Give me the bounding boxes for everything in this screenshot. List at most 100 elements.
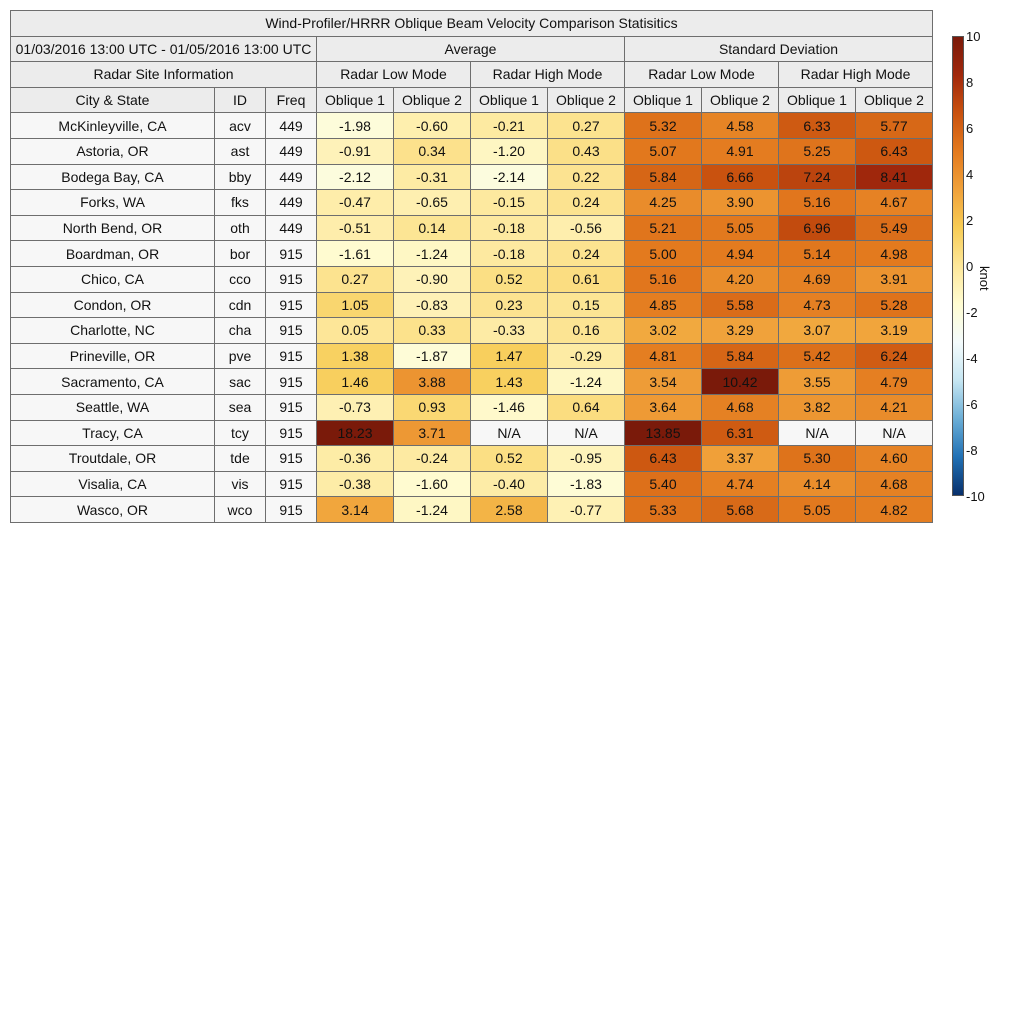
colorbar-tick-label: 10: [966, 29, 981, 44]
value-cell-std-high-oblique-1: 5.30: [778, 445, 856, 472]
value-cell-avg-low-oblique-1: 0.05: [316, 317, 394, 344]
value-cell-std-high-oblique-1: 5.16: [778, 189, 856, 216]
site-id: cha: [214, 317, 266, 344]
value-cell-std-high-oblique-1: 3.55: [778, 368, 856, 395]
value-cell-avg-high-oblique-2: 0.24: [547, 240, 625, 267]
value-cell-avg-low-oblique-1: -0.73: [316, 393, 394, 421]
col-header-avg-low-oblique-1: Oblique 1: [316, 86, 394, 114]
value-cell-avg-low-oblique-2: -0.60: [393, 112, 471, 139]
col-header-id: ID: [214, 86, 266, 114]
value-cell-std-low-oblique-2: 4.58: [701, 112, 779, 139]
value-cell-std-low-oblique-2: 6.66: [701, 163, 779, 191]
table-row: Troutdale, OR tde 915 -0.36 -0.24 0.52 -0.95 6.…: [10, 445, 933, 472]
value-cell-avg-low-oblique-1: 1.46: [316, 368, 394, 395]
value-cell-std-high-oblique-1: 4.73: [778, 291, 856, 319]
value-cell-std-high-oblique-2: 6.43: [855, 137, 933, 165]
value-cell-avg-high-oblique-1: -1.20: [470, 137, 548, 165]
site-id: fks: [214, 189, 266, 216]
value-cell-avg-low-oblique-1: 1.05: [316, 291, 394, 319]
value-cell-std-low-oblique-1: 4.25: [624, 189, 702, 216]
value-cell-avg-low-oblique-1: -0.91: [316, 137, 394, 165]
value-cell-avg-high-oblique-1: -1.46: [470, 393, 548, 421]
value-cell-std-high-oblique-2: N/A: [855, 419, 933, 447]
average-group-header: Average: [316, 35, 625, 63]
value-cell-avg-low-oblique-2: 0.34: [393, 137, 471, 165]
value-cell-avg-high-oblique-2: 0.16: [547, 317, 625, 344]
site-city: Boardman, OR: [10, 240, 215, 267]
colorbar-tick-label: -4: [966, 351, 978, 366]
site-city: Condon, OR: [10, 291, 215, 319]
col-header-std-low-oblique-2: Oblique 2: [701, 86, 779, 114]
value-cell-avg-low-oblique-2: 0.93: [393, 393, 471, 421]
value-cell-std-high-oblique-2: 4.82: [855, 496, 933, 523]
average-high-mode-header: Radar High Mode: [470, 61, 625, 88]
value-cell-std-low-oblique-1: 5.40: [624, 470, 702, 498]
value-cell-std-high-oblique-2: 4.67: [855, 189, 933, 216]
site-id: acv: [214, 112, 266, 139]
value-cell-std-high-oblique-1: 3.82: [778, 393, 856, 421]
value-cell-std-low-oblique-2: 3.90: [701, 189, 779, 216]
value-cell-std-low-oblique-1: 5.00: [624, 240, 702, 267]
value-cell-avg-high-oblique-2: -0.29: [547, 342, 625, 370]
colorbar-tick-label: 0: [966, 259, 974, 274]
value-cell-avg-high-oblique-1: -0.18: [470, 240, 548, 267]
value-cell-std-low-oblique-2: 5.58: [701, 291, 779, 319]
value-cell-avg-high-oblique-1: 1.47: [470, 342, 548, 370]
site-freq: 915: [265, 265, 317, 293]
value-cell-avg-high-oblique-2: 0.24: [547, 189, 625, 216]
site-city: Chico, CA: [10, 265, 215, 293]
value-cell-std-high-oblique-2: 5.77: [855, 112, 933, 139]
value-cell-std-low-oblique-2: 5.68: [701, 496, 779, 523]
value-cell-avg-high-oblique-2: -1.24: [547, 368, 625, 395]
value-cell-avg-high-oblique-1: N/A: [470, 419, 548, 447]
value-cell-std-low-oblique-2: 10.42: [701, 368, 779, 395]
value-cell-std-low-oblique-1: 4.81: [624, 342, 702, 370]
table-row: McKinleyville, CA acv 449 -1.98 -0.60 -0.21 0.…: [10, 112, 933, 139]
value-cell-avg-high-oblique-1: 0.23: [470, 291, 548, 319]
value-cell-std-low-oblique-2: 3.29: [701, 317, 779, 344]
site-id: cco: [214, 265, 266, 293]
site-freq: 449: [265, 214, 317, 242]
value-cell-std-high-oblique-2: 5.49: [855, 214, 933, 242]
value-cell-avg-high-oblique-1: 2.58: [470, 496, 548, 523]
table-row: Charlotte, NC cha 915 0.05 0.33 -0.33 0.16 3.02…: [10, 317, 933, 344]
value-cell-std-high-oblique-2: 4.79: [855, 368, 933, 395]
table-row: Tracy, CA tcy 915 18.23 3.71 N/A N/A 13.85 6.31 N…: [10, 419, 933, 447]
value-cell-std-high-oblique-1: 5.42: [778, 342, 856, 370]
value-cell-std-low-oblique-2: 4.68: [701, 393, 779, 421]
value-cell-avg-low-oblique-2: 3.88: [393, 368, 471, 395]
value-cell-avg-low-oblique-1: -0.38: [316, 470, 394, 498]
value-cell-std-high-oblique-1: 6.96: [778, 214, 856, 242]
value-cell-avg-low-oblique-1: -0.51: [316, 214, 394, 242]
value-cell-avg-low-oblique-1: -0.47: [316, 189, 394, 216]
value-cell-std-high-oblique-1: 7.24: [778, 163, 856, 191]
table-row: Chico, CA cco 915 0.27 -0.90 0.52 0.61 5.16 4.20…: [10, 265, 933, 293]
value-cell-avg-high-oblique-1: -0.15: [470, 189, 548, 216]
value-cell-std-high-oblique-2: 8.41: [855, 163, 933, 191]
value-cell-std-high-oblique-1: 3.07: [778, 317, 856, 344]
value-cell-avg-high-oblique-2: 0.61: [547, 265, 625, 293]
value-cell-avg-low-oblique-1: -0.36: [316, 445, 394, 472]
value-cell-std-low-oblique-2: 4.94: [701, 240, 779, 267]
colorbar-tick-label: 4: [966, 167, 974, 182]
value-cell-avg-low-oblique-2: -0.24: [393, 445, 471, 472]
site-id: bor: [214, 240, 266, 267]
table-row: Prineville, OR pve 915 1.38 -1.87 1.47 -0.29 4.…: [10, 342, 933, 370]
table-row: Visalia, CA vis 915 -0.38 -1.60 -0.40 -1.83 5.4…: [10, 470, 933, 498]
table-row: Wasco, OR wco 915 3.14 -1.24 2.58 -0.77 5.33 5.6…: [10, 496, 933, 523]
site-freq: 915: [265, 496, 317, 523]
value-cell-avg-low-oblique-2: 3.71: [393, 419, 471, 447]
site-id: oth: [214, 214, 266, 242]
value-cell-std-high-oblique-2: 3.19: [855, 317, 933, 344]
site-city: McKinleyville, CA: [10, 112, 215, 139]
value-cell-avg-high-oblique-1: -2.14: [470, 163, 548, 191]
value-cell-avg-low-oblique-2: -1.24: [393, 240, 471, 267]
site-id: tde: [214, 445, 266, 472]
value-cell-std-high-oblique-2: 4.68: [855, 470, 933, 498]
site-id: ast: [214, 137, 266, 165]
value-cell-avg-high-oblique-1: 0.52: [470, 445, 548, 472]
value-cell-std-low-oblique-2: 5.84: [701, 342, 779, 370]
site-freq: 915: [265, 419, 317, 447]
table-row: Condon, OR cdn 915 1.05 -0.83 0.23 0.15 4.85 5.5…: [10, 291, 933, 319]
value-cell-std-high-oblique-1: 5.25: [778, 137, 856, 165]
